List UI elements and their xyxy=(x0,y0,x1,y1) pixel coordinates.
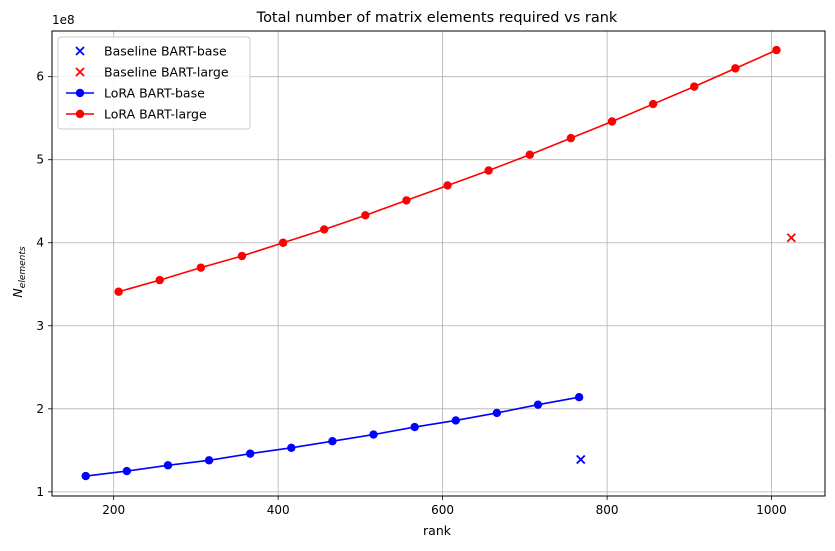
y-tick-label: 3 xyxy=(36,319,44,333)
data-point-lora-bart-large xyxy=(237,251,247,261)
data-point-lora-bart-base xyxy=(163,461,173,470)
data-point-lora-bart-large xyxy=(319,225,329,234)
legend-item: LoRA BART-large xyxy=(66,107,207,122)
data-point-baseline-bart-large xyxy=(786,233,796,243)
series-layer xyxy=(81,45,796,481)
legend-box xyxy=(57,36,251,130)
y-tick-label: 4 xyxy=(36,236,44,250)
data-point-lora-bart-large xyxy=(772,45,781,55)
axis-layer: 200 400 600 800 1000 1 2 3 4 5 6 xyxy=(36,70,786,517)
x-tick-label: 400 xyxy=(267,503,290,517)
legend-label: LoRA BART-base xyxy=(104,86,205,101)
plot-frame xyxy=(51,30,826,497)
data-point-lora-bart-base xyxy=(81,471,90,481)
data-point-lora-bart-large xyxy=(155,275,164,285)
series-lora-bart-large xyxy=(114,45,781,296)
data-point-lora-bart-base xyxy=(410,422,419,432)
series-lora-bart-base xyxy=(81,392,584,481)
data-point-lora-bart-base xyxy=(533,400,543,409)
data-point-lora-bart-large xyxy=(402,196,411,205)
legend-item: Baseline BART-base xyxy=(75,44,227,59)
legend-item: Baseline BART-large xyxy=(75,65,229,80)
legend: Baseline BART-base Baseline BART-large LoR… xyxy=(57,36,251,130)
y-axis-label-subscript: elements xyxy=(18,246,28,288)
data-point-lora-bart-base xyxy=(204,456,214,465)
legend-label: Baseline BART-base xyxy=(104,44,227,59)
data-point-lora-bart-large xyxy=(690,82,699,91)
y-axis-label: Nelements xyxy=(10,246,28,297)
x-tick-label: 200 xyxy=(102,503,125,517)
legend-label: Baseline BART-large xyxy=(104,65,229,80)
data-point-lora-bart-large xyxy=(484,166,493,175)
data-point-lora-bart-base xyxy=(245,449,255,458)
x-tick-label: 600 xyxy=(431,503,454,517)
data-point-lora-bart-large xyxy=(731,64,740,73)
data-point-lora-bart-base xyxy=(451,416,460,425)
data-point-lora-bart-base xyxy=(492,408,502,418)
y-tick-label: 1 xyxy=(36,485,44,499)
x-tick-label: 1000 xyxy=(756,503,787,517)
data-point-lora-bart-large xyxy=(196,263,206,272)
x-axis-label: rank xyxy=(423,523,452,538)
x-tick-label: 800 xyxy=(596,503,619,517)
legend-item: LoRA BART-base xyxy=(66,86,205,101)
data-point-lora-bart-large xyxy=(648,99,658,109)
data-point-lora-bart-large xyxy=(443,181,452,190)
y-tick-label: 2 xyxy=(36,402,44,416)
data-point-lora-bart-base xyxy=(287,443,296,453)
series-baseline-bart-large xyxy=(786,233,796,243)
legend-marker xyxy=(75,88,85,98)
data-point-lora-bart-large xyxy=(525,150,534,159)
data-point-lora-bart-base xyxy=(328,436,337,446)
data-point-lora-bart-large xyxy=(607,117,617,126)
y-tick-label: 6 xyxy=(36,70,44,84)
y-axis-label-base: N xyxy=(10,288,25,298)
legend-label: LoRA BART-large xyxy=(104,107,207,122)
data-point-lora-bart-large xyxy=(566,133,576,143)
data-point-lora-bart-large xyxy=(278,238,288,247)
data-point-lora-bart-large xyxy=(361,211,370,220)
legend-marker xyxy=(75,67,85,77)
y-tick-label: 5 xyxy=(36,153,44,167)
data-point-lora-bart-base xyxy=(122,466,132,476)
data-point-baseline-bart-base xyxy=(576,454,586,465)
data-point-lora-bart-large xyxy=(114,287,123,296)
data-point-lora-bart-base xyxy=(369,430,378,439)
series-baseline-bart-base xyxy=(576,454,586,465)
y-axis-multiplier: 1e8 xyxy=(52,13,75,27)
legend-marker xyxy=(75,109,85,119)
legend-marker xyxy=(75,46,85,56)
data-point-lora-bart-base xyxy=(574,392,584,402)
chart-title: Total number of matrix elements required… xyxy=(256,10,618,26)
